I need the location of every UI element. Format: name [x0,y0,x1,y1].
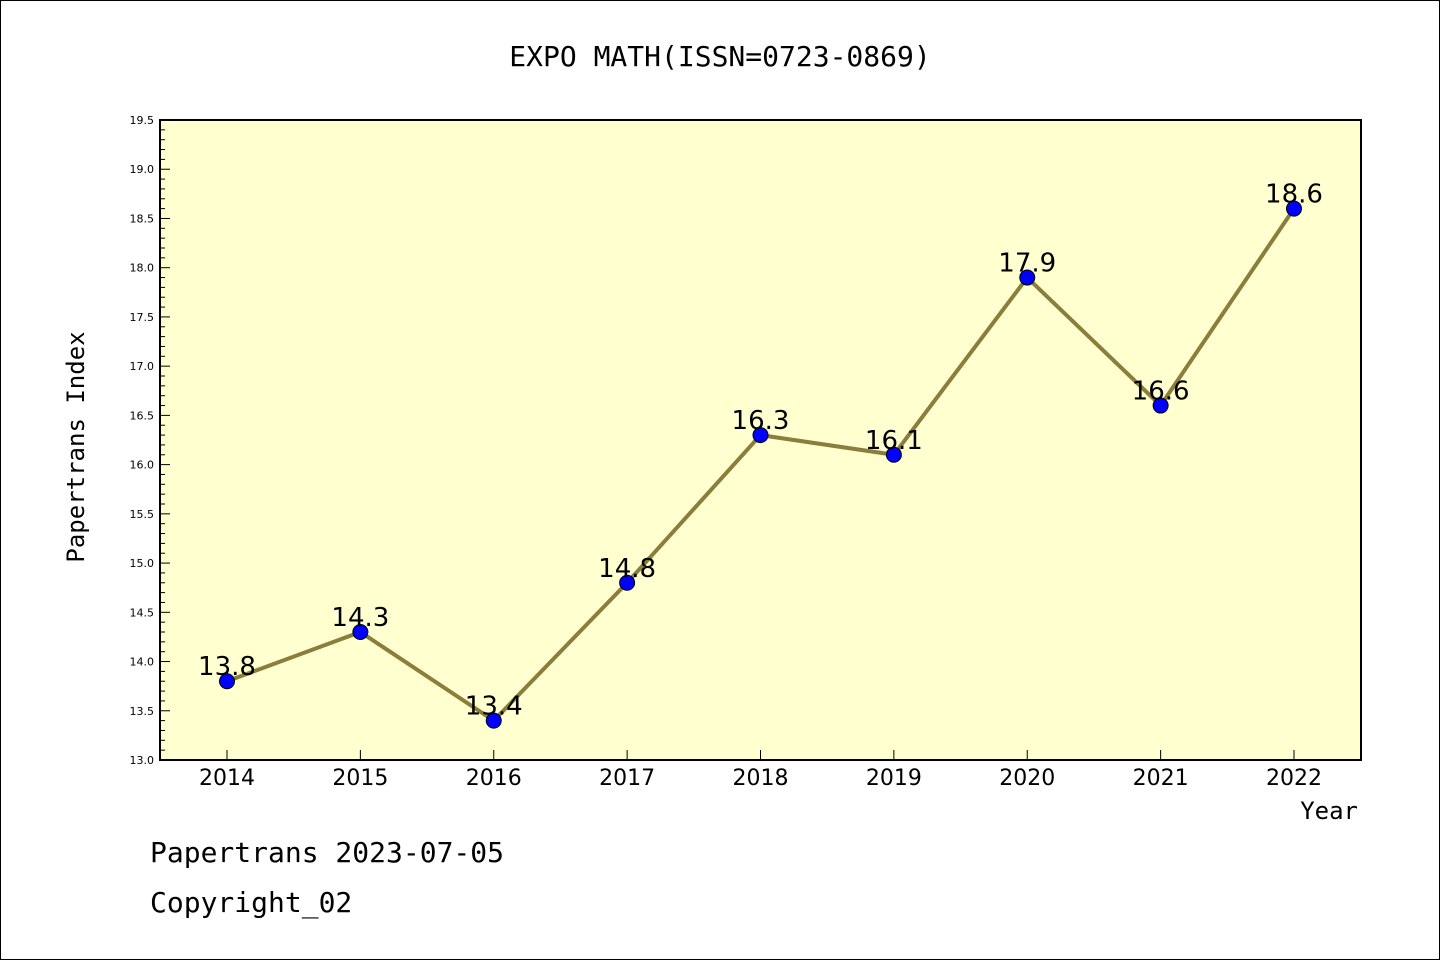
y-tick-label: 15.0 [130,557,155,570]
data-label: 16.1 [865,426,923,456]
y-tick-label: 14.5 [130,606,155,619]
data-point [219,673,235,690]
y-tick-label: 13.5 [130,705,155,718]
data-point [352,624,369,640]
data-point [1152,397,1169,414]
data-label: 16.6 [1132,377,1190,407]
y-tick-label: 14.0 [130,656,155,669]
data-label: 13.4 [465,692,523,722]
data-point [619,574,636,591]
y-tick-label: 19.5 [130,114,155,127]
x-tick-label: 2020 [999,766,1055,791]
data-point [485,712,502,729]
y-tick-label: 16.5 [130,409,155,422]
data-point [885,446,902,463]
data-label: 18.6 [1265,180,1323,210]
y-tick-label: 19.0 [130,163,155,176]
data-point [752,427,769,444]
data-point [1286,200,1302,217]
x-tick-label: 2021 [1133,766,1189,791]
data-markers [219,200,1302,729]
y-axis: 13.0 13.5 14.0 14.5 15.0 15.5 16.0 16.5 17.0 17.5… [130,114,170,767]
x-tick-label: 2014 [199,766,255,791]
data-label: 14.8 [598,554,656,584]
y-axis-title: Papertrans Index [62,331,90,562]
x-tick-label: 2017 [599,766,655,791]
y-tick-label: 18.0 [130,262,155,275]
x-tick-label: 2015 [332,766,388,791]
y-tick-label: 16.0 [130,459,155,472]
y-tick-label: 18.5 [130,212,155,225]
x-tick-label: 2016 [466,766,522,791]
data-label: 16.3 [732,406,790,436]
x-tick-label: 2018 [733,766,789,791]
footer-date: Papertrans 2023-07-05 [150,836,505,869]
y-tick-label: 13.0 [130,754,155,767]
data-label: 17.9 [998,249,1056,279]
chart-title: EXPO MATH(ISSN=0723-0869) [509,40,930,73]
y-tick-label: 17.5 [130,311,155,324]
footer-copyright: Copyright_02 [150,886,353,919]
x-axis-title: Year [1300,797,1358,825]
y-tick-label: 15.5 [130,508,155,521]
x-tick-label: 2022 [1266,766,1322,791]
y-tick-label: 17.0 [130,360,155,373]
data-label: 14.3 [331,603,389,633]
data-point [1019,269,1036,286]
data-label: 13.8 [198,652,256,682]
x-axis: 2014 2015 2016 2017 2018 2019 2020 2021 2022 [199,750,1322,791]
data-labels: 13.8 14.3 13.4 14.8 16.3 16.1 17.9 16.6 18.6 [198,180,1323,722]
x-tick-label: 2019 [866,766,922,791]
